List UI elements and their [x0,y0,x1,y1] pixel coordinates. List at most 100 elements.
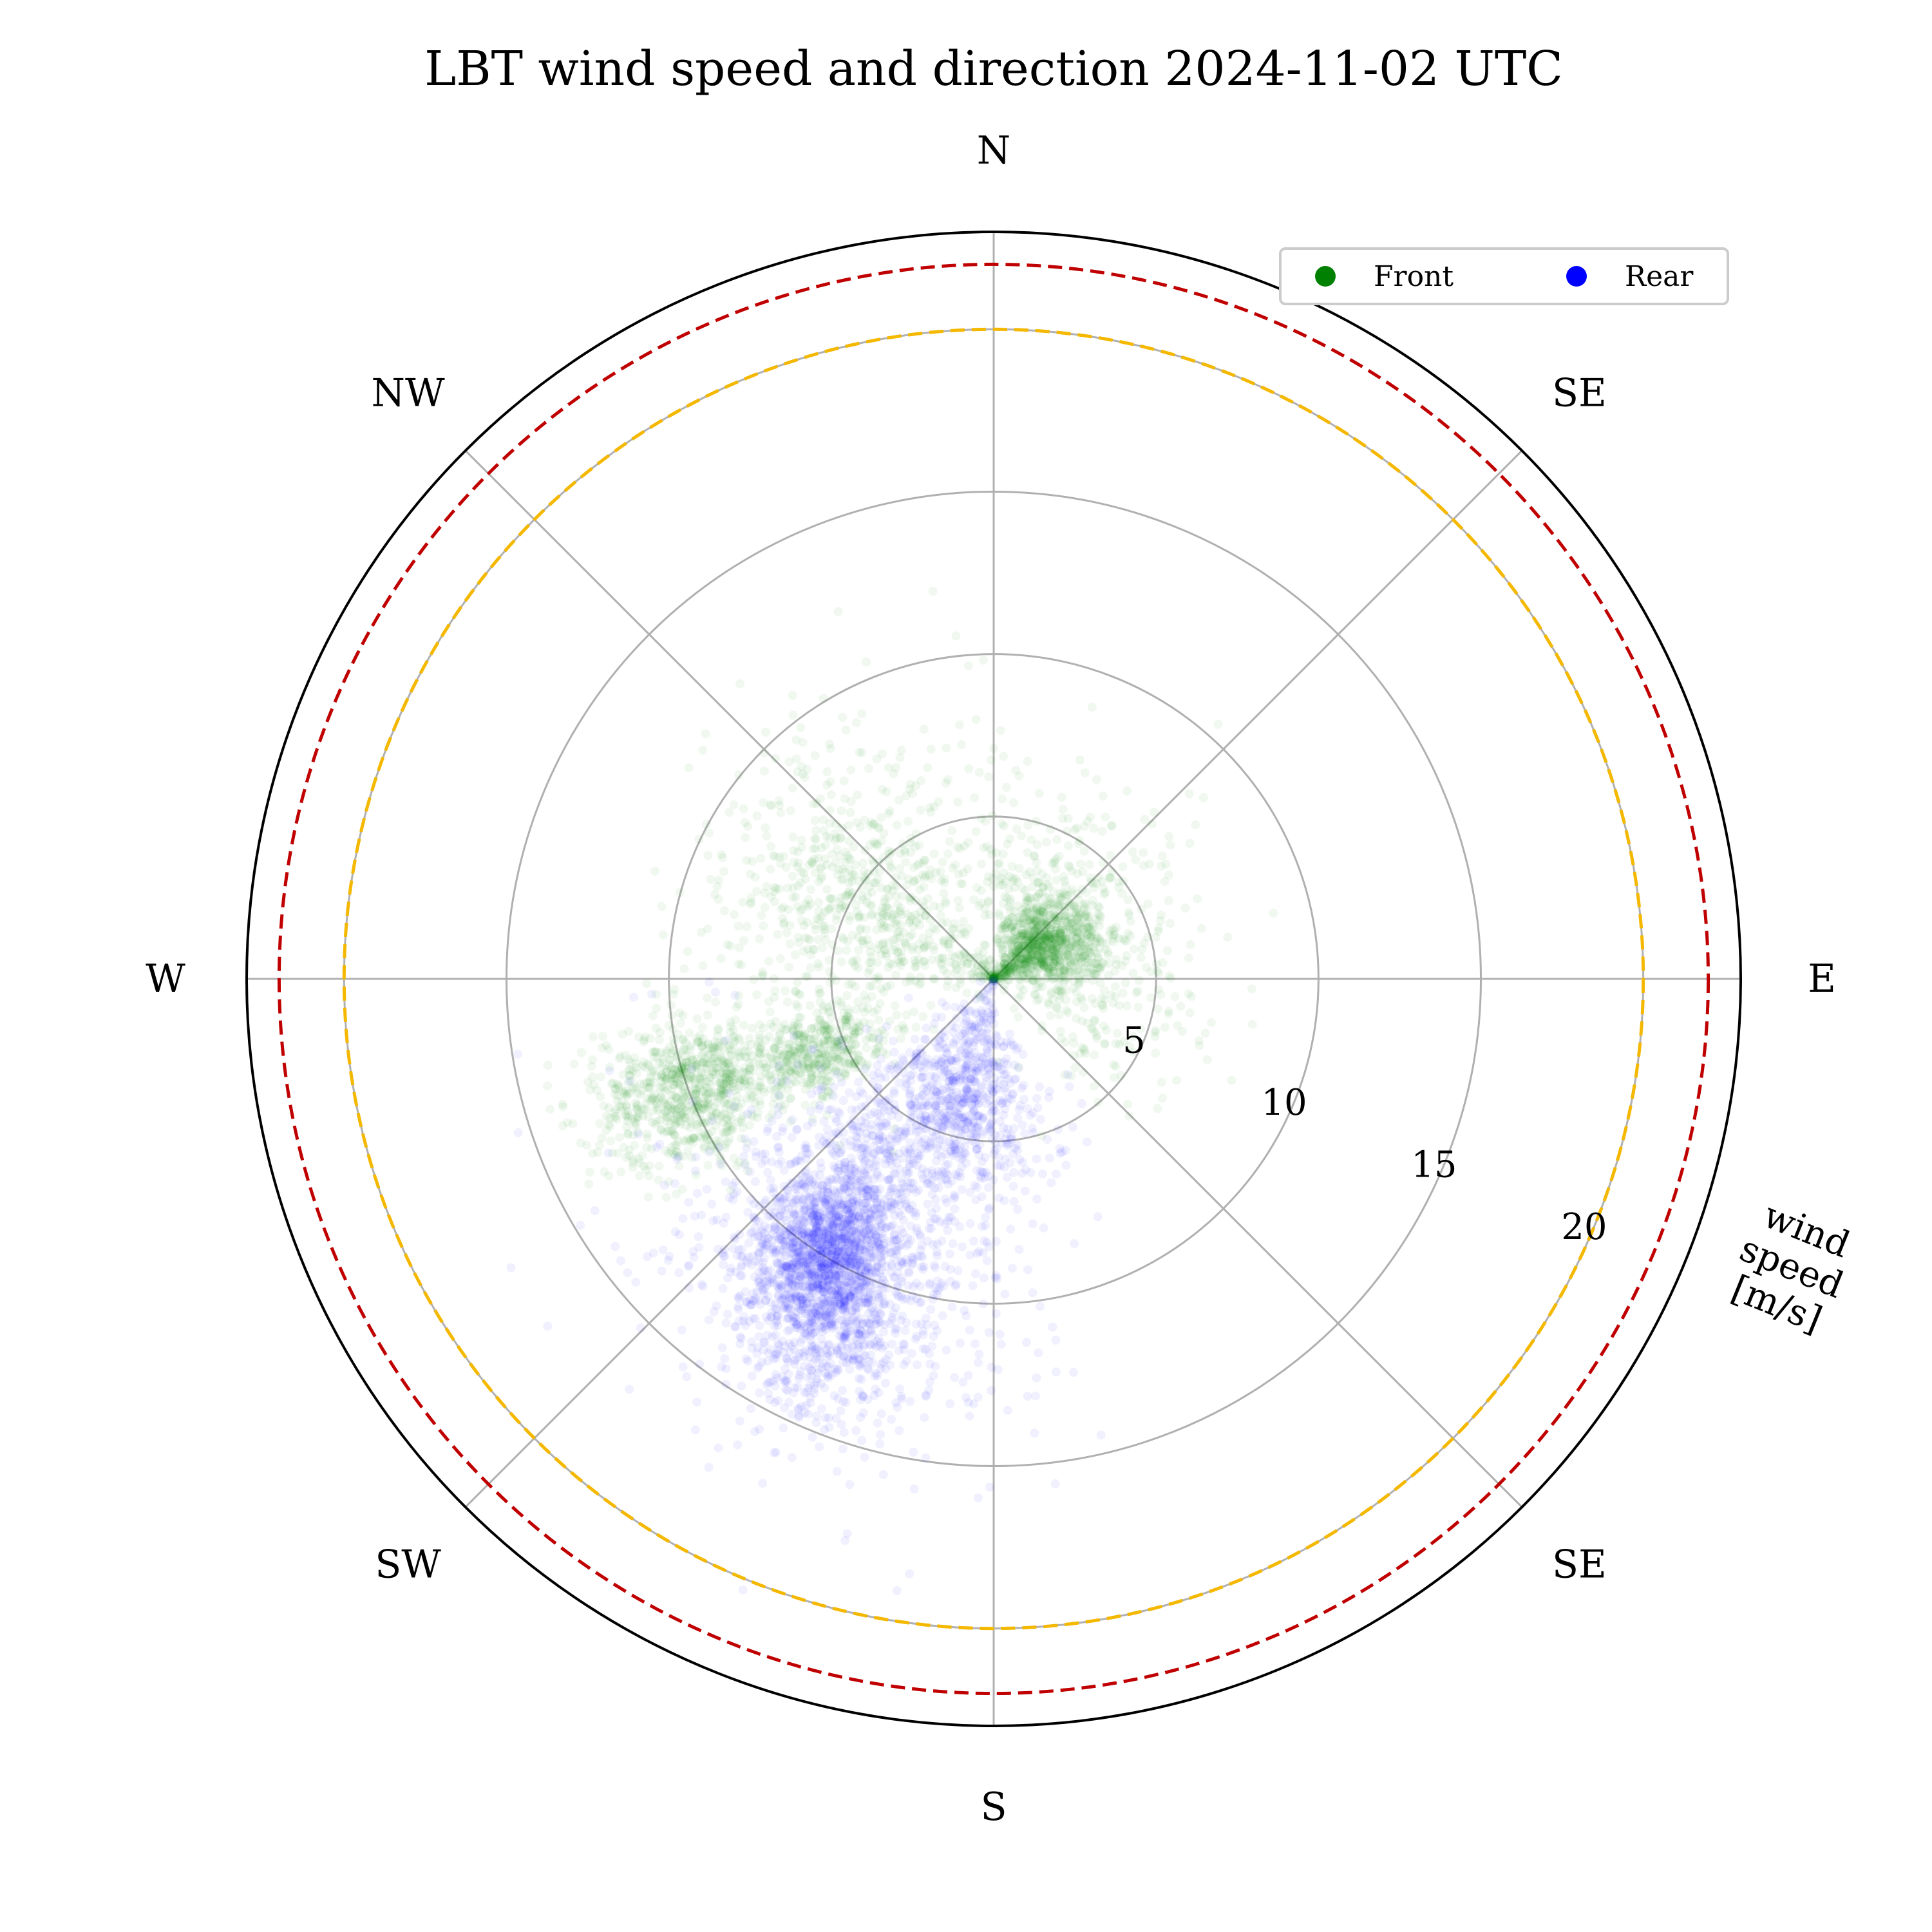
point-front [1060,972,1070,982]
point-front [1073,869,1082,878]
point-front [762,882,772,891]
point-front [1000,953,1010,963]
point-front [1077,1016,1087,1026]
point-front [1134,976,1144,985]
point-front [907,930,917,940]
point-front [1052,949,1061,958]
point-front [1061,925,1070,934]
point-front [957,740,967,749]
point-rear [923,1199,933,1209]
point-front [1043,936,1052,945]
point-front [1025,941,1035,951]
point-front [696,1072,706,1081]
point-front [817,943,827,952]
point-front [1083,930,1092,940]
point-front [703,1010,712,1020]
point-front [788,690,797,700]
point-front [867,952,876,961]
point-front [576,1048,586,1057]
point-front [1032,930,1041,940]
point-front [1054,982,1064,992]
point-front [1052,875,1061,885]
point-front [1129,944,1139,954]
point-front [1053,902,1063,911]
point-front [1200,1028,1210,1038]
point-front [1040,962,1050,972]
point-front [727,1070,737,1079]
point-front [762,831,772,841]
point-front [1080,768,1090,778]
point-front [900,938,909,947]
point-front [1007,958,1017,967]
point-front [1090,1081,1099,1091]
point-rear [820,1197,829,1207]
point-front [824,1008,833,1017]
point-front [804,1079,813,1089]
point-front [1033,920,1043,930]
point-front [827,924,837,934]
point-front [996,958,1005,968]
point-front [895,907,904,917]
point-front [648,1011,658,1021]
point-front [1028,951,1037,960]
point-front [800,933,810,943]
point-front [837,824,847,833]
point-front [657,1070,667,1080]
point-front [996,963,1006,972]
point-front [1063,951,1073,960]
point-front [938,857,947,867]
point-front [1081,954,1090,963]
point-front [759,748,769,757]
point-front [951,631,961,641]
point-front [937,953,947,963]
point-front [771,753,781,763]
point-front [1004,902,1014,912]
point-front [850,1057,860,1067]
point-front [892,881,902,891]
point-front [643,1192,653,1202]
point-front [1012,971,1022,981]
point-front [1032,961,1042,971]
point-front [1028,905,1037,915]
point-front [1121,978,1130,988]
point-front [1073,948,1083,958]
point-front [701,729,710,739]
point-front [1056,1027,1065,1036]
point-front [765,1007,775,1017]
point-front [719,867,728,876]
point-front [1123,1099,1132,1109]
point-front [1017,959,1027,969]
point-front [663,1084,672,1094]
point-front [734,922,743,931]
point-front [676,1018,685,1028]
point-front [755,934,764,943]
point-front [739,804,748,813]
point-front [1052,835,1062,844]
point-front [895,849,905,858]
point-front [757,911,766,920]
point-front [843,851,853,860]
point-front [1039,956,1049,966]
point-front [1073,918,1083,927]
point-front [1079,904,1089,914]
point-front [1042,931,1052,940]
point-front [702,993,712,1003]
point-front [1005,965,1014,974]
point-front [1024,934,1034,944]
point-front [1032,940,1041,949]
point-front [1104,959,1113,969]
point-front [1019,929,1028,938]
point-front [828,972,837,982]
point-front [810,751,820,761]
point-front [668,1045,678,1055]
point-front [1034,942,1043,951]
point-front [930,974,940,984]
point-front [1021,886,1030,895]
point-front [1037,936,1047,946]
point-front [915,914,925,923]
point-front [1017,929,1027,939]
point-front [1185,838,1195,848]
point-front [759,798,768,808]
point-front [1023,938,1032,948]
point-front [1023,925,1032,935]
